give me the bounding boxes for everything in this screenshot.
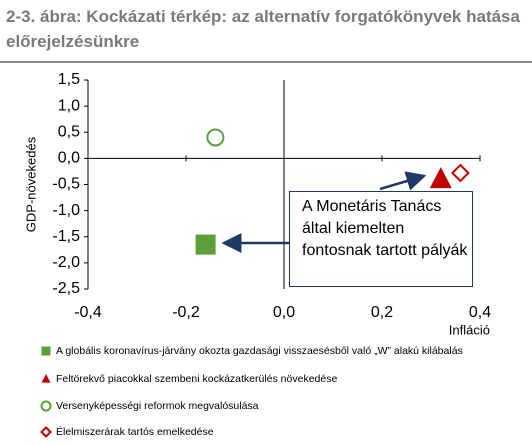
marker [206, 128, 225, 147]
x-tick-label: 0,2 [371, 304, 393, 321]
y-tick-label: -0,5 [52, 176, 80, 193]
y-tick-label: 1,5 [58, 71, 80, 88]
legend-label: Feltörekvő piacokkal szembeni kockázatke… [56, 373, 338, 385]
x-tick-label: 0,4 [469, 304, 491, 321]
y-tick-label: 0,0 [58, 150, 80, 167]
marker [195, 234, 216, 255]
y-tick-label: 1,0 [58, 97, 80, 114]
x-axis-label: Infláció [449, 322, 490, 337]
marker [40, 426, 52, 438]
y-tick-label: -1,5 [52, 228, 80, 245]
y-tick-label: -2,0 [52, 254, 80, 271]
annotation: A Monetáris Tanács által kiemelten fonto… [289, 191, 473, 287]
legend-item: Feltörekvő piacokkal szembeni kockázatke… [40, 373, 337, 385]
legend-item: A globális koronavírus-járvány okozta ga… [40, 345, 463, 357]
y-tick-label: 0,5 [58, 123, 80, 140]
marker [40, 400, 52, 412]
chart: 1,5 1,0 0,5 0,0 -0,5 -1,0 -1,5 -2,0 -2,5 -0,4 -0,2… [23, 71, 491, 337]
marker [429, 167, 452, 189]
legend-label: Versenyképességi reformok megvalósulása [56, 400, 259, 412]
legend-item: Versenyképességi reformok megvalósulása [40, 400, 259, 412]
x-tick-label: -0,4 [74, 304, 102, 321]
legend-swatch [40, 400, 52, 412]
chart-title: 2-3. ábra: Kockázati térkép: az alternat… [6, 7, 520, 51]
legend-swatch [40, 426, 52, 438]
y-tick-label: -1,0 [52, 202, 80, 219]
legend-swatch [41, 346, 51, 356]
legend-item: Élelmiszerárak tartós emelkedése [40, 426, 214, 438]
x-tick-label: 0,0 [273, 304, 295, 321]
marker [450, 163, 470, 183]
title-rule [0, 61, 532, 63]
arrow [379, 171, 427, 191]
legend-label: Élelmiszerárak tartós emelkedése [56, 426, 214, 438]
marker [41, 374, 51, 383]
x-tick-label: -0,2 [172, 304, 200, 321]
legend-swatch [41, 374, 51, 383]
marker [41, 346, 51, 356]
legend-label: A globális koronavírus-járvány okozta ga… [56, 345, 463, 357]
y-tick-label: -2,5 [52, 280, 80, 297]
y-axis-label: GDP-növekedés [23, 136, 38, 232]
